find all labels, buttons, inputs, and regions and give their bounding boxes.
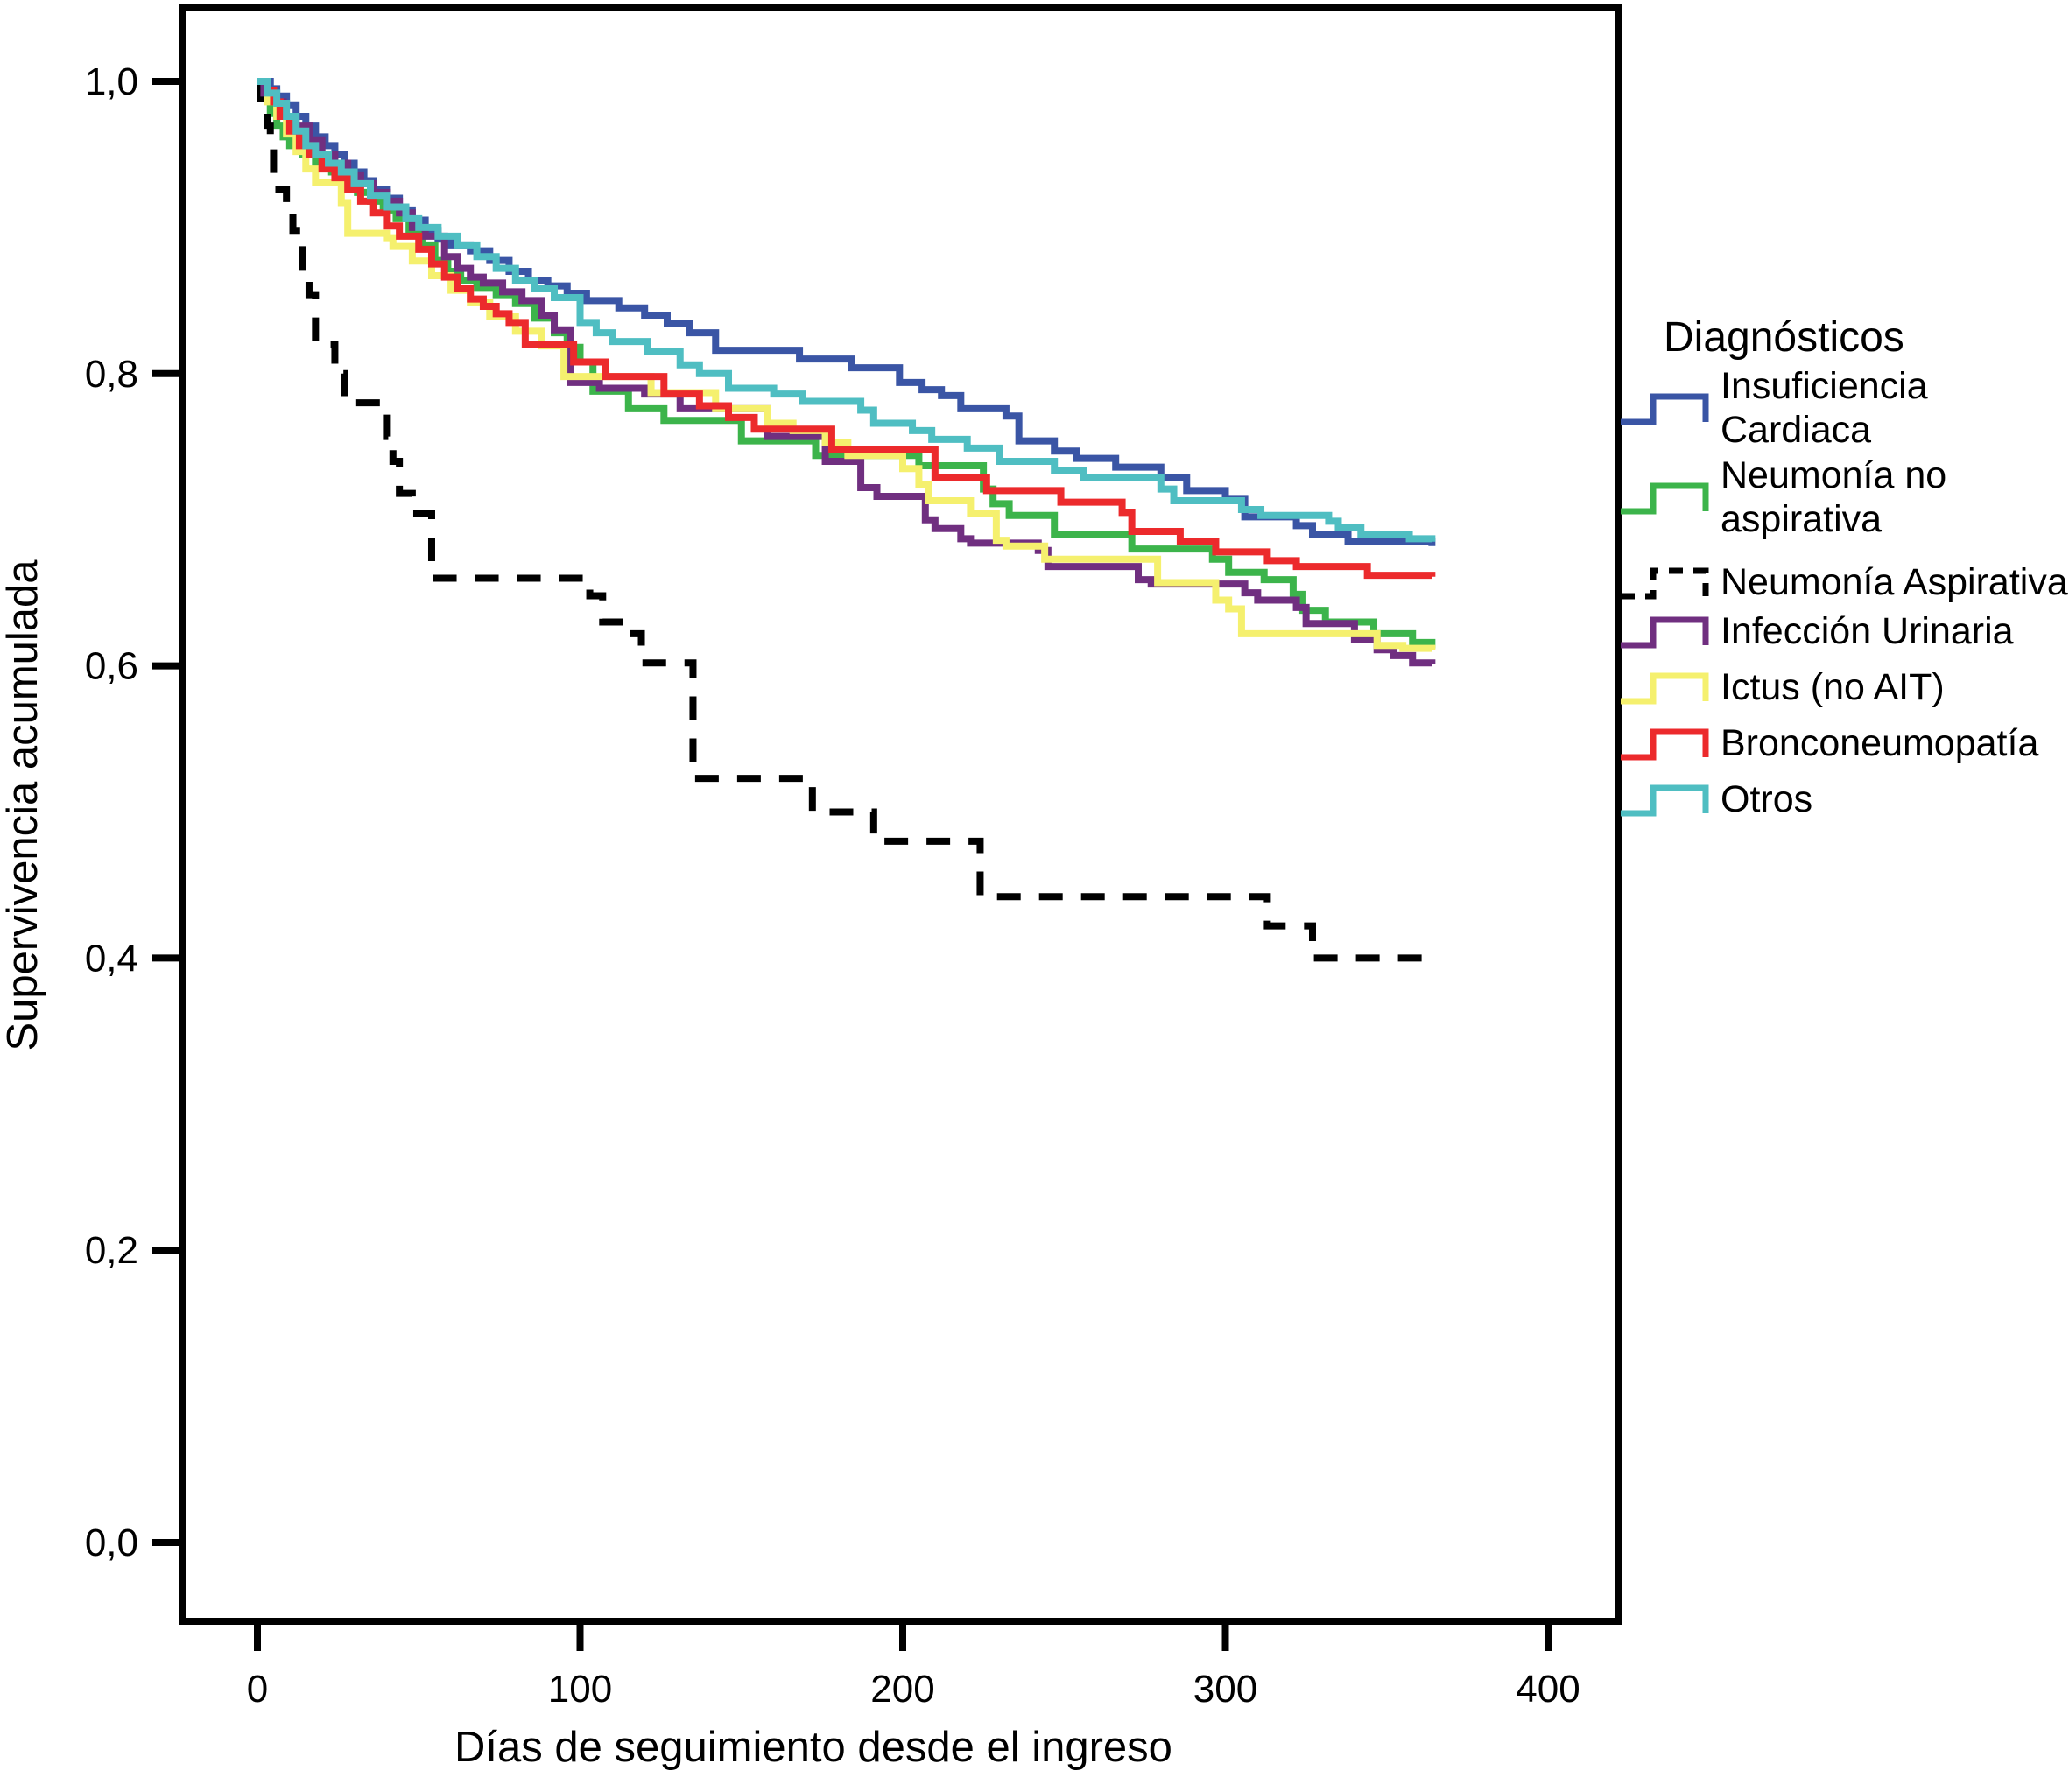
- legend-swatch-neumonia-no-aspirativa-icon: [1621, 482, 1709, 515]
- legend-swatch-ictus-no-ait-icon: [1621, 672, 1709, 705]
- legend-swatch-neumonia-aspirativa-icon: [1621, 567, 1709, 600]
- legend-swatch-insuficiencia-cardiaca-icon: [1621, 393, 1709, 425]
- series-curve-ictus-no-ait: [257, 78, 1436, 652]
- legend-label-bronconeumopatia: Bronconeumopatía: [1721, 722, 2039, 764]
- legend-item-ictus-no-ait: Ictus (no AIT): [1618, 665, 2069, 709]
- legend-item-neumonia-aspirativa: Neumonía Aspirativa: [1618, 560, 2069, 604]
- x-tick-label: 0: [247, 1668, 268, 1711]
- legend-swatch-infeccion-urinaria-icon: [1621, 616, 1709, 649]
- y-tick-label: 0,0: [85, 1521, 138, 1564]
- x-tick-label: 200: [870, 1668, 934, 1711]
- series-curve-otros: [257, 78, 1436, 543]
- y-axis-title: Supervivencia acumulada: [0, 559, 46, 1051]
- legend-label-insuficiencia-cardiaca: Insuficiencia Cardiaca: [1721, 365, 1928, 451]
- legend-title: Diagnósticos: [1664, 314, 1904, 361]
- series-curve-insuficiencia-cardiaca: [257, 78, 1436, 546]
- series-curve-neumonia-aspirativa: [257, 78, 1432, 962]
- legend-label-neumonia-no-aspirativa: Neumonía no aspirativa: [1721, 454, 1947, 540]
- y-tick-label: 0,6: [85, 645, 138, 688]
- series-curve-bronconeumopatia: [257, 78, 1436, 580]
- y-tick-label: 0,8: [85, 353, 138, 396]
- x-tick-label: 100: [548, 1668, 612, 1711]
- x-tick-label: 400: [1516, 1668, 1580, 1711]
- legend-swatch-otros-icon: [1621, 784, 1709, 817]
- legend-label-ictus-no-ait: Ictus (no AIT): [1721, 666, 1945, 708]
- legend-item-bronconeumopatia: Bronconeumopatía: [1618, 721, 2069, 765]
- x-axis-title: Días de seguimiento desde el ingreso: [454, 1724, 1172, 1771]
- legend-label-infeccion-urinaria: Infección Urinaria: [1721, 610, 2014, 652]
- legend-swatch-bronconeumopatia-icon: [1621, 728, 1709, 761]
- y-tick-label: 1,0: [85, 60, 138, 103]
- legend-label-neumonia-aspirativa: Neumonía Aspirativa: [1721, 561, 2068, 603]
- y-tick-label: 0,4: [85, 937, 138, 980]
- legend-item-insuficiencia-cardiaca: Insuficiencia Cardiaca: [1618, 364, 2069, 452]
- series-curve-neumonia-no-aspirativa: [257, 78, 1436, 649]
- legend-item-otros: Otros: [1618, 777, 2069, 821]
- x-tick-label: 300: [1193, 1668, 1257, 1711]
- legend-item-infeccion-urinaria: Infección Urinaria: [1618, 609, 2069, 653]
- legend-item-neumonia-no-aspirativa: Neumonía no aspirativa: [1618, 453, 2069, 541]
- y-tick-label: 0,2: [85, 1229, 138, 1272]
- legend: Diagnósticos Insuficiencia Cardiaca Neum…: [1618, 313, 2069, 856]
- legend-label-otros: Otros: [1721, 778, 1813, 820]
